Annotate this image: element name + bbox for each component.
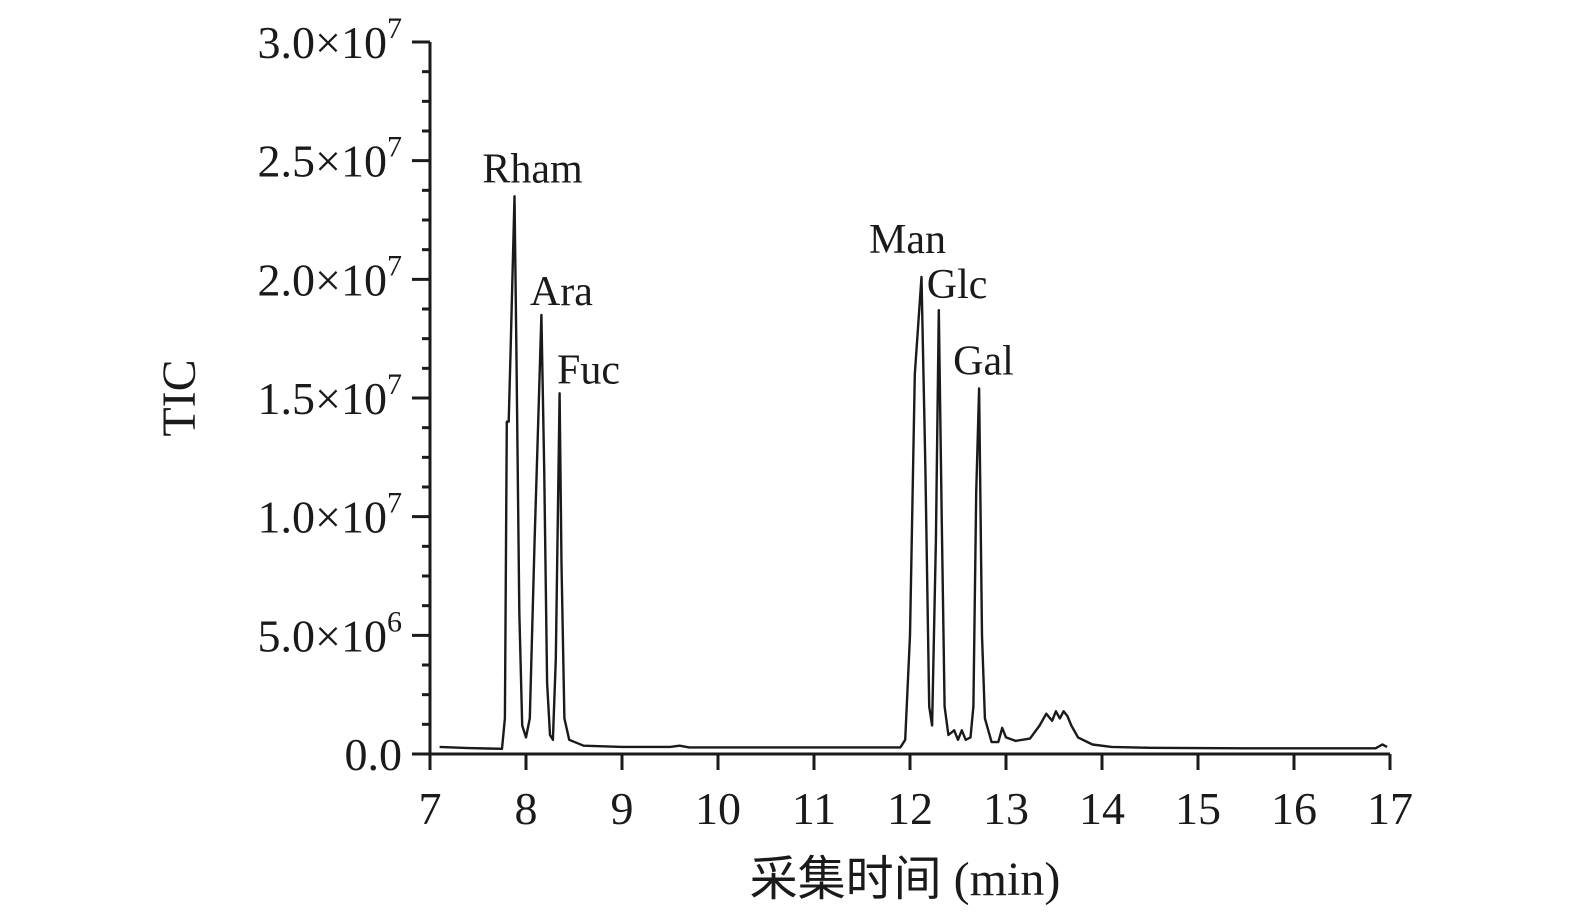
peak-label: Rham bbox=[482, 146, 583, 192]
y-tick-label: 0.0 bbox=[345, 729, 403, 780]
x-tick-label: 7 bbox=[419, 783, 442, 834]
x-tick-label: 11 bbox=[792, 783, 836, 834]
x-tick-label: 9 bbox=[611, 783, 634, 834]
x-tick-label: 8 bbox=[515, 783, 538, 834]
peak-label: Man bbox=[869, 217, 946, 263]
tic-trace-line bbox=[439, 195, 1388, 750]
y-axis-title: TIC bbox=[153, 359, 206, 436]
x-tick-label: 17 bbox=[1367, 783, 1413, 834]
x-tick-label: 13 bbox=[983, 783, 1029, 834]
y-tick-label: 2.5×107 bbox=[258, 131, 402, 187]
peak-label: Gal bbox=[953, 339, 1014, 385]
y-ticks: 0.0 5.0×106 1.0×107 1.5×107 2.0×107 2.5×107 3.… bbox=[258, 12, 430, 780]
x-axis-title: 采集时间 (min) bbox=[750, 853, 1061, 906]
peak-label: Ara bbox=[530, 269, 593, 315]
peak-label: Fuc bbox=[557, 347, 620, 393]
x-ticks: 7 8 9 10 11 12 13 14 15 16 17 bbox=[419, 754, 1413, 834]
peak-label: Glc bbox=[927, 262, 988, 308]
x-tick-label: 12 bbox=[887, 783, 933, 834]
y-tick-label: 5.0×106 bbox=[258, 605, 402, 661]
x-tick-label: 16 bbox=[1271, 783, 1317, 834]
x-tick-label: 15 bbox=[1175, 783, 1221, 834]
y-tick-label: 1.5×107 bbox=[258, 368, 402, 424]
y-tick-label: 2.0×107 bbox=[258, 249, 402, 305]
x-tick-label: 10 bbox=[695, 783, 741, 834]
y-tick-label: 3.0×107 bbox=[258, 12, 402, 68]
x-tick-label: 14 bbox=[1079, 783, 1125, 834]
y-tick-label: 1.0×107 bbox=[258, 487, 402, 543]
